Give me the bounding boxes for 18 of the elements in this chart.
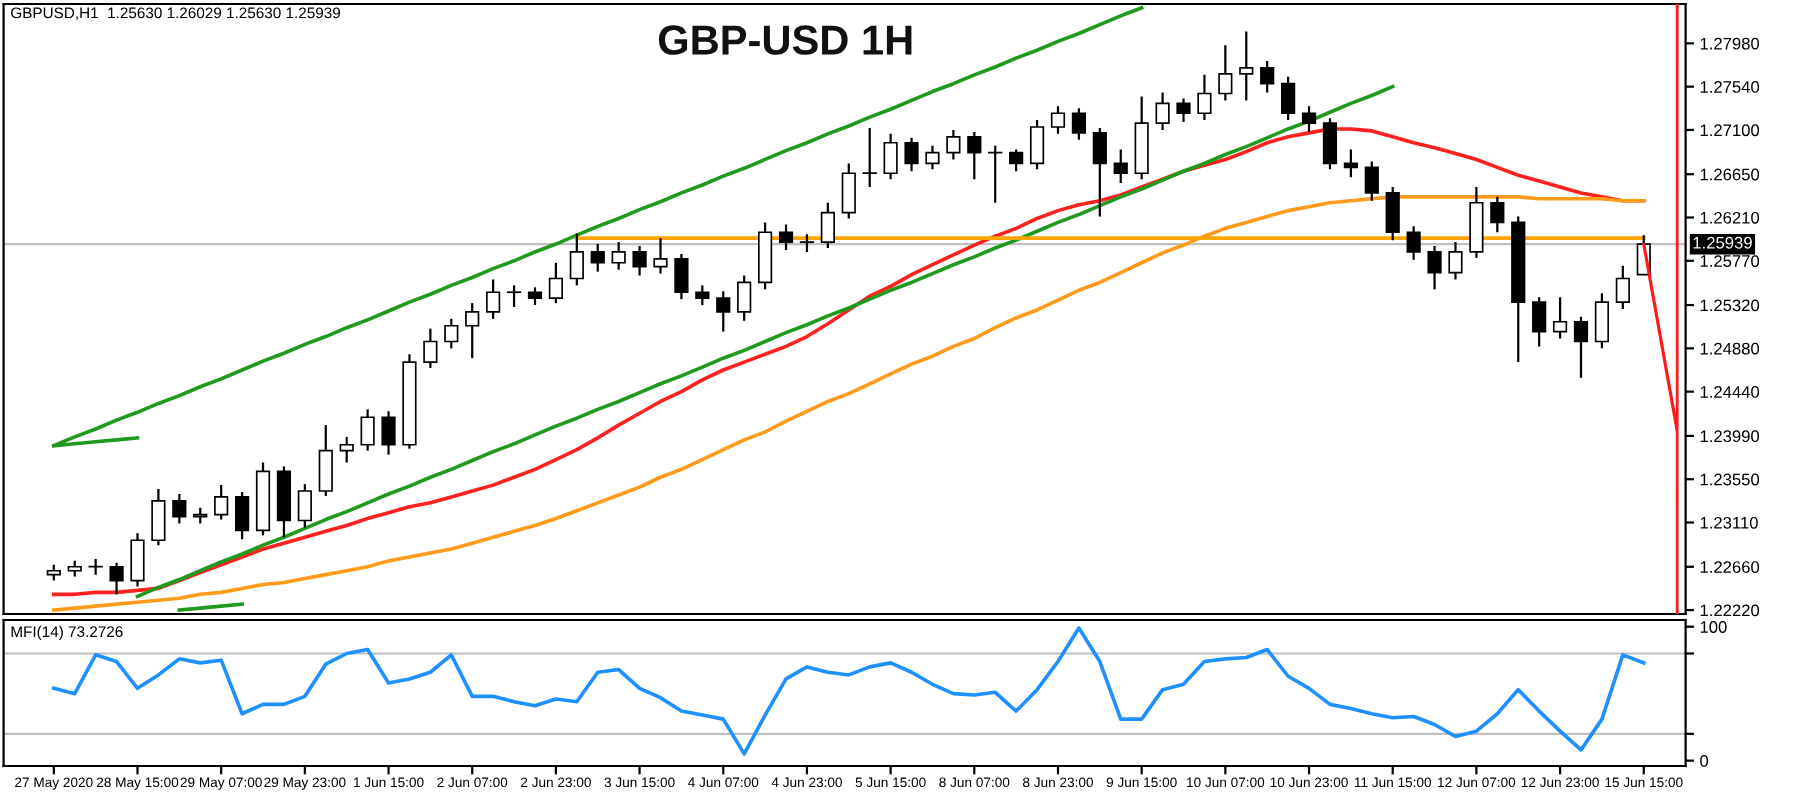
y-tick-label: 1.22660 [1700, 561, 1760, 573]
y-tick-label: 0 [1700, 755, 1709, 767]
y-tick-label: 1.22220 [1700, 604, 1760, 617]
y-tick-label: 1.27540 [1700, 81, 1760, 93]
y-tick-label: 1.24880 [1700, 342, 1760, 355]
y-tick-label: 1.25770 [1700, 255, 1760, 267]
chart-title: GBP-USD 1H [658, 25, 912, 55]
y-tick-label: 1.25320 [1700, 299, 1760, 312]
ref-line-label: 1.25939 [1693, 236, 1752, 249]
y-tick-label: 1.23110 [1700, 516, 1758, 529]
y-tick-label: 100 [1700, 621, 1727, 633]
y-tick-label: 1.27980 [1700, 37, 1760, 50]
y-tick-label: 1.24440 [1700, 386, 1760, 398]
y-tick-label: 1.26650 [1700, 168, 1760, 181]
y-tick-label: 1.23550 [1700, 473, 1760, 486]
y-tick-label: 1.26210 [1700, 211, 1760, 224]
y-tick-label: 1.23990 [1700, 430, 1760, 443]
y-tick-label: 1.27100 [1700, 124, 1760, 137]
